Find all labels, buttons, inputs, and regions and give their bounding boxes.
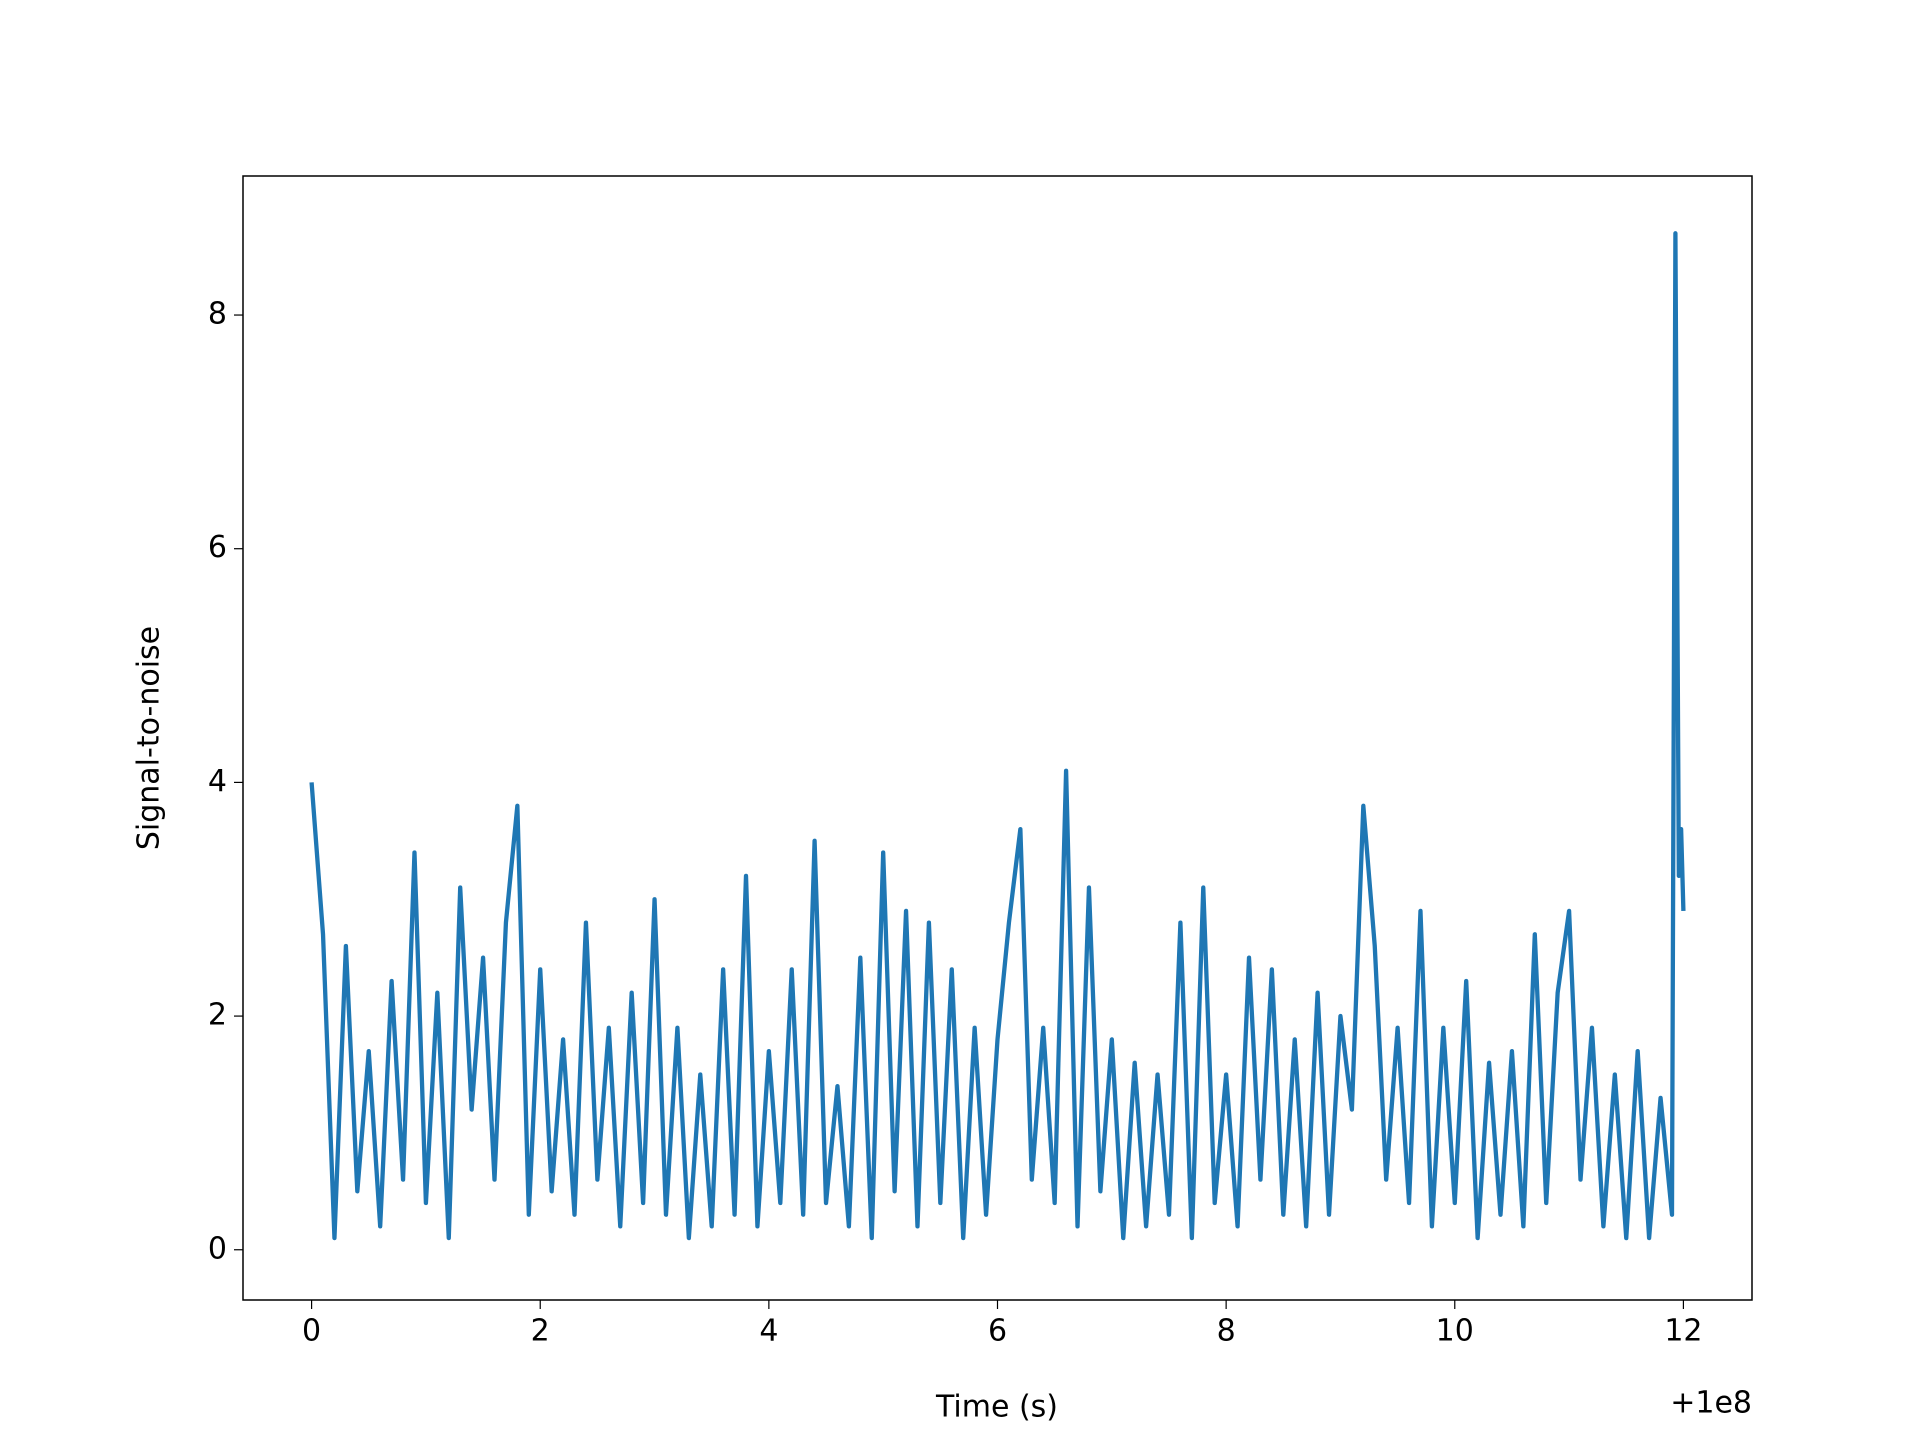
x-tick-label: 0 — [302, 1314, 321, 1349]
y-tick-label: 2 — [208, 998, 227, 1033]
x-tick-label: 6 — [988, 1314, 1007, 1349]
y-tick-label: 8 — [208, 297, 227, 332]
y-tick-label: 6 — [208, 530, 227, 565]
y-tick-label: 4 — [208, 764, 227, 799]
x-tick-label: 2 — [531, 1314, 550, 1349]
x-axis-label: Time (s) — [935, 1390, 1058, 1425]
plot-frame — [242, 175, 1753, 1301]
x-offset-label: +1e8 — [1670, 1386, 1752, 1421]
x-tick-label: 12 — [1664, 1314, 1702, 1349]
x-tick-label: 4 — [759, 1314, 778, 1349]
y-tick-label: 0 — [208, 1231, 227, 1266]
x-tick-label: 10 — [1436, 1314, 1474, 1349]
x-tick-label: 8 — [1217, 1314, 1236, 1349]
y-axis-label: Signal-to-noise — [132, 626, 167, 850]
line — [309, 231, 1686, 1241]
